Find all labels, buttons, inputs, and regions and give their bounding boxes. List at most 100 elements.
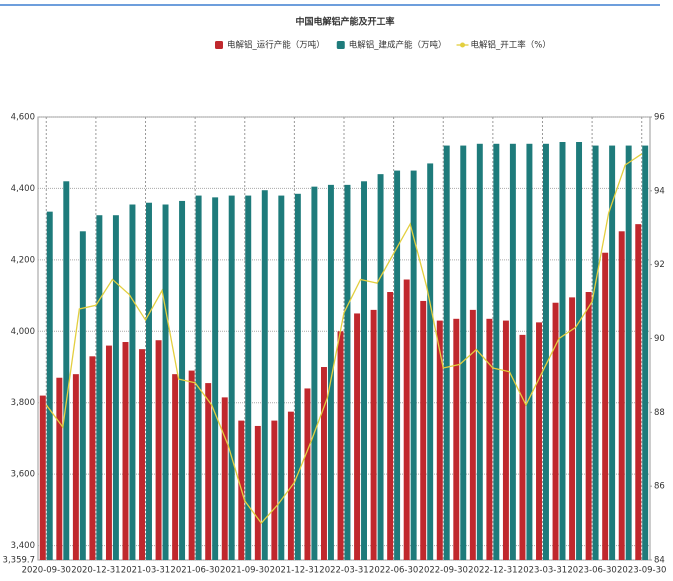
bar: [387, 292, 394, 560]
bar: [79, 231, 86, 560]
bar: [469, 309, 476, 560]
bar: [460, 145, 467, 560]
y2-tick-label: 90: [654, 334, 665, 344]
y2-tick-label: 84: [654, 556, 665, 566]
y-tick-label: 3,359.7: [3, 556, 35, 566]
bar: [427, 163, 434, 560]
bar: [228, 195, 235, 560]
bar: [625, 145, 632, 560]
x-tick-label: 2020-12-31: [71, 566, 120, 576]
bar: [112, 215, 119, 560]
bar: [245, 195, 252, 560]
bar: [443, 145, 450, 560]
bar: [585, 292, 592, 560]
bar: [493, 143, 500, 560]
bar: [261, 190, 268, 560]
x-tick-label: 2020-09-30: [22, 566, 71, 576]
x-tick-label: 2022-03-31: [319, 566, 368, 576]
y-tick-label: 4,000: [11, 327, 35, 337]
bar: [476, 143, 483, 560]
bar: [155, 340, 162, 560]
legend-label: 电解铝_运行产能（万吨）: [227, 40, 325, 51]
bar: [509, 143, 516, 560]
bar: [46, 211, 53, 560]
y2-tick-label: 88: [654, 408, 665, 418]
bar: [370, 309, 377, 560]
bar: [337, 331, 344, 560]
y2-tick-label: 96: [654, 113, 665, 123]
y2-tick-label: 94: [654, 186, 665, 196]
y-tick-label: 4,600: [11, 113, 35, 123]
bar: [569, 297, 576, 560]
bar: [436, 320, 443, 560]
bar: [39, 395, 46, 560]
bar: [139, 349, 146, 560]
bar: [526, 143, 533, 560]
bar: [618, 231, 625, 560]
legend-swatch: [336, 41, 345, 49]
bar: [453, 318, 460, 560]
x-tick-label: 2023-03-31: [518, 566, 567, 576]
bar: [559, 142, 566, 560]
bar: [195, 195, 202, 560]
bar: [321, 367, 327, 560]
x-tick-label: 2021-12-31: [270, 566, 319, 576]
y-tick-label: 3,400: [11, 541, 35, 551]
bar: [602, 252, 609, 561]
bar: [287, 411, 294, 560]
legend-swatch: [215, 41, 223, 49]
x-tick-label: 2021-03-31: [121, 566, 170, 576]
bar: [221, 397, 228, 560]
bar: [354, 313, 361, 560]
bar: [172, 374, 179, 560]
bar: [96, 215, 103, 560]
bar: [271, 420, 278, 560]
bar: [609, 145, 616, 560]
bar: [592, 145, 599, 560]
bar: [635, 224, 642, 560]
bar: [56, 377, 63, 560]
bar: [311, 186, 318, 560]
legend-label: 电解铝_开工率（%）: [471, 40, 551, 51]
x-tick-label: 2023-06-30: [567, 566, 616, 576]
bar: [205, 383, 212, 560]
bar: [642, 145, 649, 560]
bar: [410, 170, 417, 560]
bar: [519, 334, 526, 560]
x-tick-label: 2022-06-30: [369, 566, 418, 576]
bar: [63, 181, 70, 560]
bar: [327, 184, 334, 560]
bar: [542, 143, 549, 560]
x-tick-label: 2022-12-31: [468, 566, 517, 576]
bar: [576, 142, 583, 560]
bar: [212, 197, 219, 560]
bar: [304, 388, 311, 560]
x-tick-label: 2022-09-30: [419, 566, 468, 576]
bar: [89, 356, 96, 560]
bar: [377, 174, 384, 560]
bar: [162, 204, 169, 560]
bar: [129, 204, 136, 560]
y-tick-label: 4,400: [11, 184, 35, 194]
legend-label: 电解铝_建成产能（万吨）: [349, 40, 447, 51]
y-tick-label: 3,600: [11, 470, 35, 480]
bar: [146, 202, 152, 560]
bar: [122, 342, 129, 560]
bar: [72, 374, 79, 560]
bar: [420, 300, 427, 560]
bar: [294, 193, 301, 560]
y-tick-label: 4,200: [11, 255, 35, 265]
bar: [188, 370, 195, 560]
bar: [254, 425, 261, 560]
bar: [536, 322, 542, 560]
bar: [278, 195, 285, 560]
bar: [486, 318, 493, 560]
chart-title: 中国电解铝产能及开工率: [295, 16, 394, 28]
y2-tick-label: 86: [654, 482, 665, 492]
legend-swatch: [460, 42, 466, 48]
bar: [394, 170, 401, 560]
bar: [344, 184, 351, 560]
line: [45, 153, 643, 525]
bar: [105, 345, 112, 560]
